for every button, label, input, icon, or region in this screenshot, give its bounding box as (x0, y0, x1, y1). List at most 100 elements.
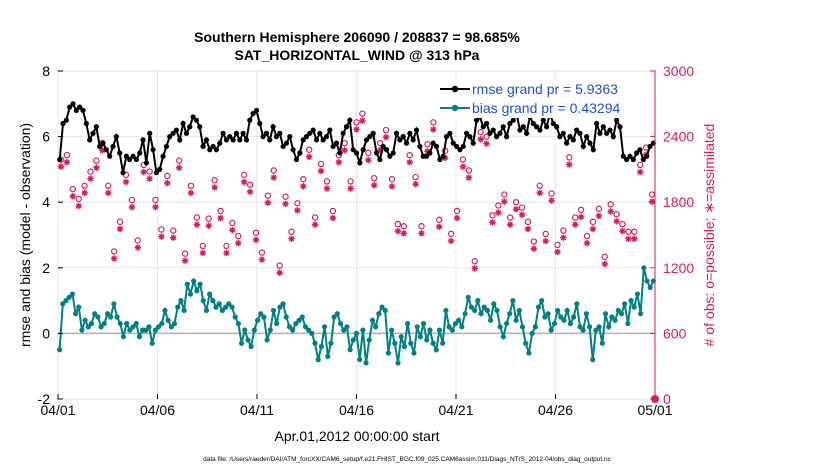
rmse-point (70, 101, 76, 107)
y-axis-label-left: rmse and bias (model - observation) (17, 123, 33, 347)
obs-possible-point (477, 129, 484, 136)
obs-possible-point (87, 168, 94, 175)
obs-possible-point (619, 220, 626, 228)
rmse-point (243, 137, 250, 143)
bias-point (369, 317, 376, 323)
bias-point (146, 324, 152, 330)
bias-point (245, 337, 251, 343)
obs-assimilated-point (459, 163, 467, 170)
rmse-point (460, 143, 466, 150)
rmse-point (457, 147, 463, 153)
obs-possible-point (459, 156, 467, 163)
bias-point (337, 320, 344, 327)
bias-point (634, 291, 641, 297)
bias-point (274, 320, 280, 327)
bias-point (516, 307, 522, 314)
bias-point (111, 301, 117, 307)
obs-assimilated-point (572, 221, 579, 228)
rmse-point (597, 130, 603, 136)
bias-point (475, 298, 481, 304)
x-tick-label: 04/01 (40, 402, 75, 418)
bias-point (628, 298, 634, 304)
bias-point (254, 317, 261, 323)
rmse-point (67, 104, 73, 110)
x-tick-label: 04/16 (339, 402, 374, 418)
rmse-point (377, 156, 383, 163)
obs-possible-point (406, 151, 413, 159)
obs-possible-point (300, 176, 307, 183)
obs-possible-point (306, 146, 313, 153)
rmse-point (293, 156, 300, 163)
rmse-point (437, 156, 443, 163)
obs-possible-point (453, 207, 461, 215)
bias-point (168, 324, 174, 330)
rmse-point (140, 137, 146, 143)
x-tick-label: 04/11 (240, 402, 274, 418)
bias-point (497, 324, 503, 330)
bias-point (124, 320, 130, 327)
obs-possible-point (63, 151, 71, 159)
rmse-series (57, 101, 656, 176)
bias-point (606, 324, 612, 330)
obs-assimilated-point (199, 249, 207, 257)
obs-assimilated-point (300, 183, 307, 190)
bias-point (344, 324, 350, 330)
obs-possible-point (217, 207, 224, 215)
obs-possible-point (631, 228, 638, 235)
rmse-point (163, 143, 169, 150)
obs-assimilated-point (501, 198, 508, 205)
rmse-point (327, 127, 333, 133)
rmse-point (323, 134, 330, 140)
obs-possible-point (554, 241, 561, 249)
bias-point (570, 314, 577, 320)
obs-possible-point (512, 198, 520, 206)
bias-point (350, 337, 356, 343)
obs-possible-point (264, 192, 272, 199)
obs-assimilated-point (335, 159, 342, 166)
rmse-point (110, 143, 116, 150)
bias-point (162, 307, 168, 314)
rmse-point (153, 170, 159, 176)
rmse-point (403, 140, 410, 146)
obs-assimilated-point (595, 212, 603, 220)
bias-point (491, 301, 497, 307)
obs-assimilated-point (152, 203, 159, 211)
obs-assimilated-point (495, 209, 502, 216)
bias-point (191, 278, 197, 284)
obs-assimilated-point (625, 235, 632, 243)
bias-point (114, 314, 120, 320)
obs-assimilated-point (353, 126, 360, 133)
obs-possible-point (116, 218, 124, 226)
obs-possible-point (175, 157, 183, 164)
bias-point (171, 320, 178, 327)
obs-possible-point (246, 181, 254, 188)
bias-point (398, 334, 404, 340)
bias-point (500, 334, 506, 340)
obs-possible-point (69, 185, 76, 193)
obs-possible-point (483, 133, 490, 140)
obs-possible-point (105, 182, 112, 189)
rmse-point (113, 134, 119, 140)
rmse-point (574, 127, 580, 133)
bias-point (411, 350, 417, 356)
bias-point (92, 311, 98, 317)
bias-point (376, 311, 382, 317)
bias-point (251, 327, 257, 333)
bias-point (318, 343, 324, 350)
obs-assimilated-point (158, 233, 165, 240)
obs-possible-point (187, 182, 195, 189)
obs-possible-point (294, 200, 301, 207)
bias-point (152, 327, 158, 333)
rmse-point (337, 150, 343, 156)
bias-point (88, 320, 95, 327)
bias-point (197, 281, 203, 287)
bias-point (95, 314, 101, 320)
bias-point (82, 317, 88, 323)
bias-point (299, 314, 305, 320)
rmse-point (497, 130, 503, 136)
obs-assimilated-point (388, 183, 396, 190)
obs-assimilated-point (276, 269, 283, 276)
obs-assimilated-point (577, 213, 585, 221)
bias-point (539, 298, 545, 304)
legend-rmse-label: rmse grand pr = 5.9363 (472, 81, 618, 97)
